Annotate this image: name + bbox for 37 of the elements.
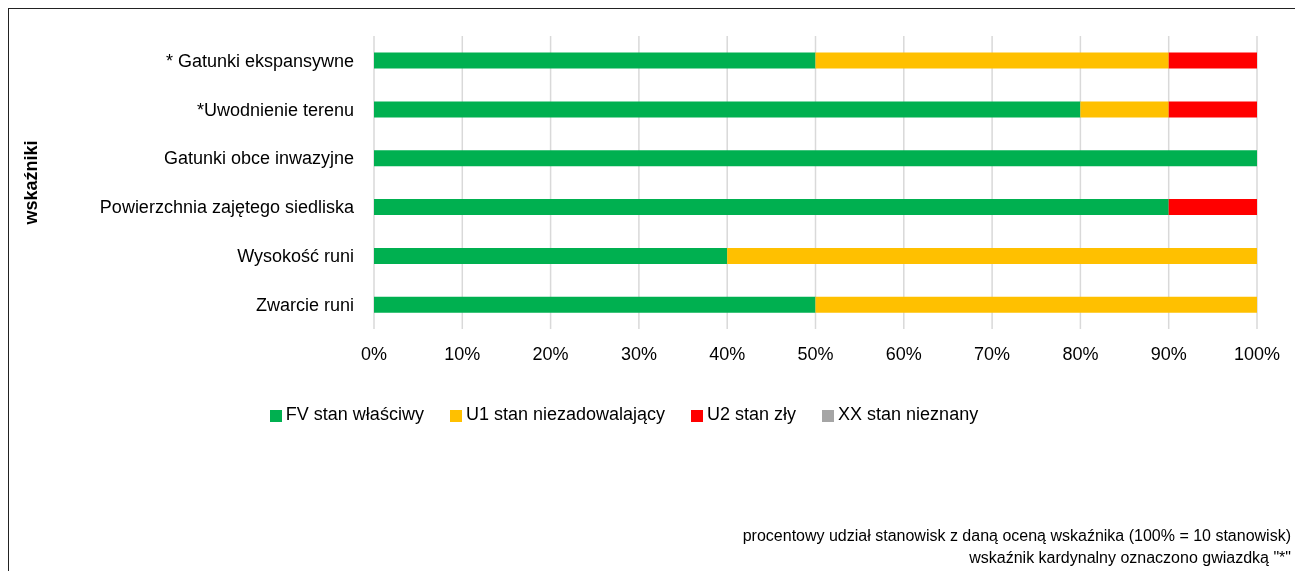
bar (374, 52, 816, 69)
bar (1168, 101, 1257, 118)
legend-label: XX stan nieznany (838, 404, 979, 424)
bar (374, 101, 1081, 118)
y-tick-label: Gatunki obce inwazyjne (163, 148, 354, 169)
bar (1168, 52, 1257, 69)
y-tick-label: Zwarcie runi (255, 294, 354, 315)
x-tick-label: 0% (360, 343, 388, 364)
y-tick-label: * Gatunki ekspansywne (165, 50, 354, 71)
x-tick-label: 10% (444, 343, 481, 364)
text: procentowy udział stanowisk z daną oceną wskaźnika (100% = 10 stanowisk) (742, 526, 1291, 546)
legend-label: U2 stan zły (707, 404, 797, 424)
y-tick-label: *Uwodnienie terenu (196, 99, 354, 120)
legend-label: U1 stan niezadowalający (465, 404, 666, 424)
bar (1080, 101, 1169, 118)
x-tick-label: 100% (1233, 343, 1281, 364)
x-tick-label: 20% (532, 343, 569, 364)
bar (374, 150, 1257, 167)
x-tick-label: 80% (1062, 343, 1099, 364)
bar (815, 52, 1169, 69)
bar (815, 296, 1257, 313)
x-tick-label: 70% (974, 343, 1011, 364)
y-axis-title: wskaźniki (21, 140, 41, 226)
bar (374, 199, 1169, 216)
legend-label: FV stan właściwy (285, 404, 424, 424)
bar (727, 247, 1257, 264)
x-tick-label: 60% (885, 343, 922, 364)
bar (1168, 199, 1257, 216)
y-tick-label: Powierzchnia zajętego siedliska (99, 197, 355, 218)
x-tick-label: 50% (797, 343, 834, 364)
x-tick-label: 30% (620, 343, 657, 364)
text: wskaźnik kardynalny oznaczono gwiazdką "*" (969, 548, 1291, 568)
x-tick-label: 90% (1150, 343, 1187, 364)
y-tick-label: Wysokość runi (237, 246, 354, 267)
x-tick-label: 40% (709, 343, 746, 364)
bar (374, 296, 816, 313)
bar (374, 247, 728, 264)
